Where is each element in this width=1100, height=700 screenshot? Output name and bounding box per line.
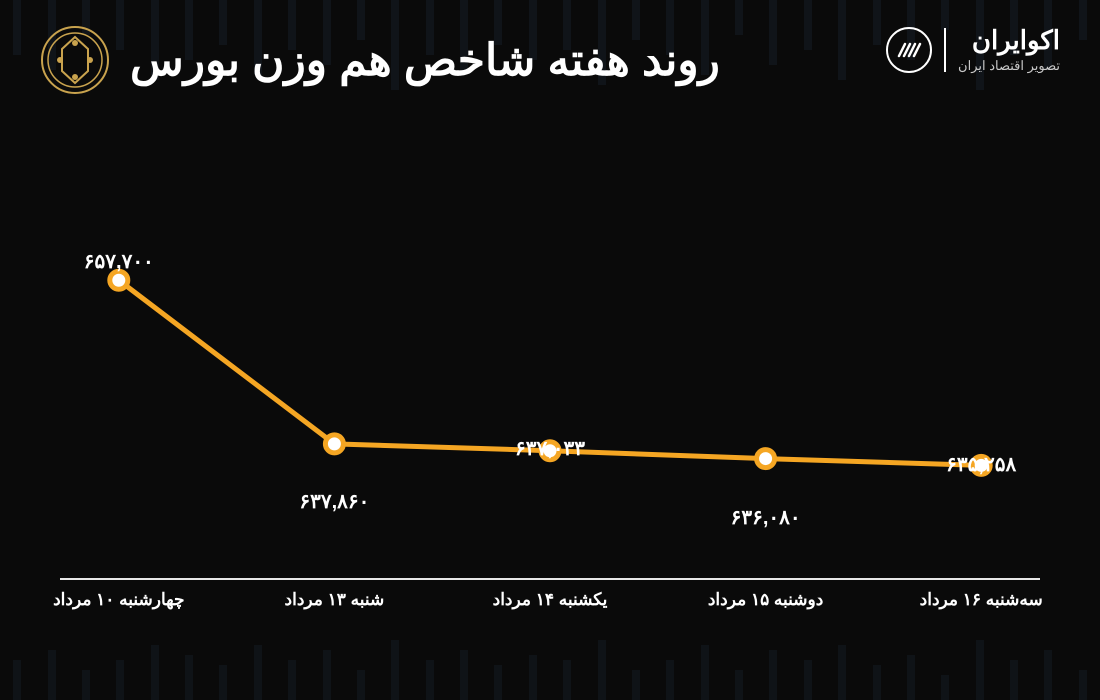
data-point-label: ۶۳۶,۰۸۰ (731, 505, 801, 530)
data-point-label: ۶۳۷,۰۳۳ (515, 436, 585, 461)
brand-divider (944, 28, 946, 72)
x-axis-label: دوشنبه ۱۵ مرداد (708, 590, 823, 610)
line-chart (60, 170, 1040, 580)
x-axis-label: سه‌شنبه ۱۶ مرداد (920, 590, 1043, 610)
x-axis-label: چهارشنبه ۱۰ مرداد (53, 590, 184, 610)
brand-name: اکوایران (958, 25, 1060, 56)
data-point-label: ۶۳۷,۸۶۰ (299, 489, 369, 514)
chart-title: روند هفته شاخص هم وزن بورس (130, 35, 720, 86)
brand-block: اکوایران تصویر اقتصاد ایران (886, 25, 1060, 74)
brand-subtitle: تصویر اقتصاد ایران (958, 58, 1060, 74)
data-point-label: ۶۵۷,۷۰۰ (84, 249, 154, 274)
brand-logo-icon (886, 27, 932, 73)
background-bars-bottom (0, 620, 1100, 700)
chart-area: چهارشنبه ۱۰ مردادشنبه ۱۳ مردادیکشنبه ۱۴ … (60, 170, 1040, 620)
x-axis-label: شنبه ۱۳ مرداد (285, 590, 385, 610)
data-point-label: ۶۳۵,۲۵۸ (946, 452, 1016, 477)
x-axis (60, 578, 1040, 580)
x-axis-labels: چهارشنبه ۱۰ مردادشنبه ۱۳ مردادیکشنبه ۱۴ … (60, 590, 1040, 620)
x-axis-label: یکشنبه ۱۴ مرداد (493, 590, 608, 610)
header: اکوایران تصویر اقتصاد ایران روند هفته شا… (0, 0, 1100, 105)
seal-icon (40, 25, 110, 95)
